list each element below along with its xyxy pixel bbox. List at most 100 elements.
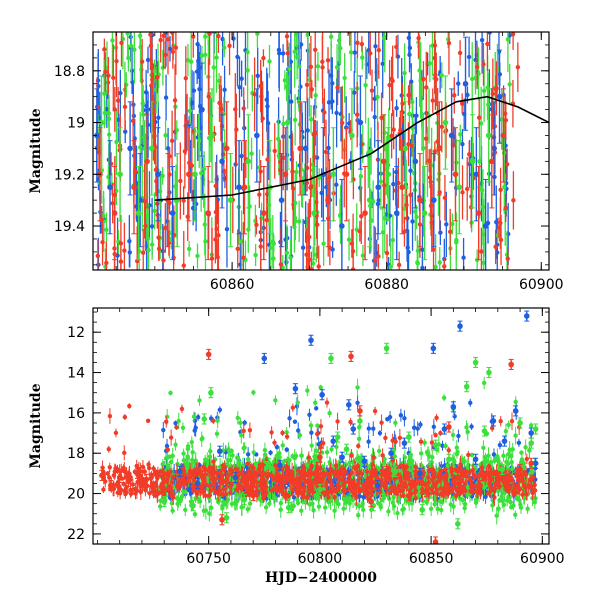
data-point (375, 95, 379, 99)
data-point (227, 44, 231, 48)
data-point (407, 36, 411, 40)
data-point (173, 442, 177, 446)
data-point (416, 261, 420, 265)
data-point (292, 49, 296, 53)
data-point (254, 223, 258, 227)
data-point (257, 192, 261, 196)
data-point (170, 30, 174, 34)
data-point (195, 254, 199, 258)
data-point (329, 35, 333, 39)
data-point (394, 45, 398, 49)
data-point (321, 242, 325, 246)
data-point (209, 133, 215, 139)
data-point (221, 500, 225, 504)
data-point (273, 149, 277, 153)
data-point (516, 65, 520, 69)
data-point (185, 120, 189, 124)
data-point (357, 437, 361, 441)
data-point (431, 197, 437, 203)
data-point (193, 418, 197, 422)
data-point (195, 42, 199, 46)
data-point (289, 99, 293, 103)
data-point (150, 224, 154, 228)
data-point (497, 94, 503, 100)
data-point (224, 146, 230, 152)
data-point (268, 451, 272, 455)
data-point (404, 203, 408, 207)
data-point (510, 447, 514, 451)
data-point (325, 197, 331, 203)
data-point (164, 95, 168, 99)
data-point (131, 119, 135, 123)
data-point (199, 107, 205, 113)
data-point (233, 162, 237, 166)
data-point (378, 431, 382, 435)
data-point (406, 93, 410, 97)
data-point (216, 34, 220, 38)
data-point (107, 117, 111, 121)
data-point (291, 186, 295, 190)
data-point (127, 146, 133, 152)
data-point (197, 87, 201, 91)
data-point (265, 104, 269, 108)
data-point (412, 159, 418, 165)
data-point (117, 171, 123, 177)
data-point (400, 93, 404, 97)
data-point (202, 509, 206, 513)
data-point (335, 85, 339, 89)
data-point (238, 421, 242, 425)
data-point (300, 190, 304, 194)
data-point (494, 87, 498, 91)
data-point (339, 223, 345, 229)
data-point (309, 117, 313, 121)
data-point (182, 458, 186, 462)
data-point (225, 227, 229, 231)
data-point (214, 55, 218, 59)
data-point (483, 223, 489, 229)
data-point (438, 230, 442, 234)
data-point (136, 210, 142, 216)
data-point (315, 222, 319, 226)
data-point (429, 204, 433, 208)
data-point (104, 261, 108, 265)
data-point (426, 451, 430, 455)
data-point (467, 152, 471, 156)
data-point (482, 89, 486, 93)
data-point (394, 106, 398, 110)
data-point (402, 71, 406, 75)
data-point (149, 146, 155, 152)
data-point (298, 433, 302, 437)
data-point (297, 219, 301, 223)
data-point (489, 159, 495, 165)
data-point (178, 179, 182, 183)
data-point (103, 70, 107, 74)
data-point (424, 137, 428, 141)
data-point (393, 421, 397, 425)
data-point (377, 48, 381, 52)
data-point (418, 422, 422, 426)
data-point (367, 426, 371, 430)
data-point (417, 68, 421, 72)
data-point (373, 44, 377, 48)
data-point (203, 53, 207, 57)
data-point (242, 106, 246, 110)
data-point (112, 210, 118, 216)
data-point (304, 252, 308, 256)
data-point (218, 408, 222, 412)
data-point (449, 133, 455, 139)
data-point (110, 38, 114, 42)
data-point (199, 171, 203, 175)
data-point (398, 128, 402, 132)
data-point (308, 185, 312, 189)
data-point (511, 32, 515, 36)
data-point (305, 83, 309, 87)
data-point (203, 458, 207, 462)
data-point (481, 446, 485, 450)
data-point (414, 215, 418, 219)
data-point (498, 443, 502, 447)
data-point (355, 41, 359, 45)
data-point (465, 187, 469, 191)
data-point (342, 76, 346, 80)
data-point (313, 131, 317, 135)
